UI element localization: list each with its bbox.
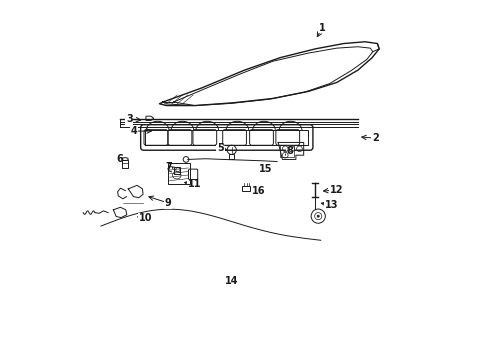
- Text: 9: 9: [164, 198, 171, 208]
- Bar: [122, 160, 128, 168]
- Text: 13: 13: [324, 200, 337, 210]
- Bar: [229, 154, 234, 159]
- Text: 7: 7: [164, 162, 171, 171]
- Text: 6: 6: [116, 154, 123, 165]
- Text: 15: 15: [259, 165, 272, 174]
- Text: 4: 4: [130, 126, 137, 136]
- Bar: [174, 167, 180, 174]
- Text: 10: 10: [138, 213, 152, 223]
- Circle shape: [317, 215, 319, 217]
- Text: 11: 11: [188, 179, 201, 189]
- Text: 1: 1: [319, 23, 325, 33]
- Text: 3: 3: [126, 114, 132, 124]
- Text: 5: 5: [217, 143, 224, 153]
- Text: 8: 8: [286, 146, 293, 156]
- Text: 14: 14: [225, 276, 238, 286]
- Bar: [280, 145, 293, 157]
- Bar: [242, 186, 250, 192]
- Text: 12: 12: [329, 185, 343, 195]
- Text: 2: 2: [371, 133, 378, 143]
- Bar: [168, 163, 189, 184]
- Text: 16: 16: [251, 186, 265, 195]
